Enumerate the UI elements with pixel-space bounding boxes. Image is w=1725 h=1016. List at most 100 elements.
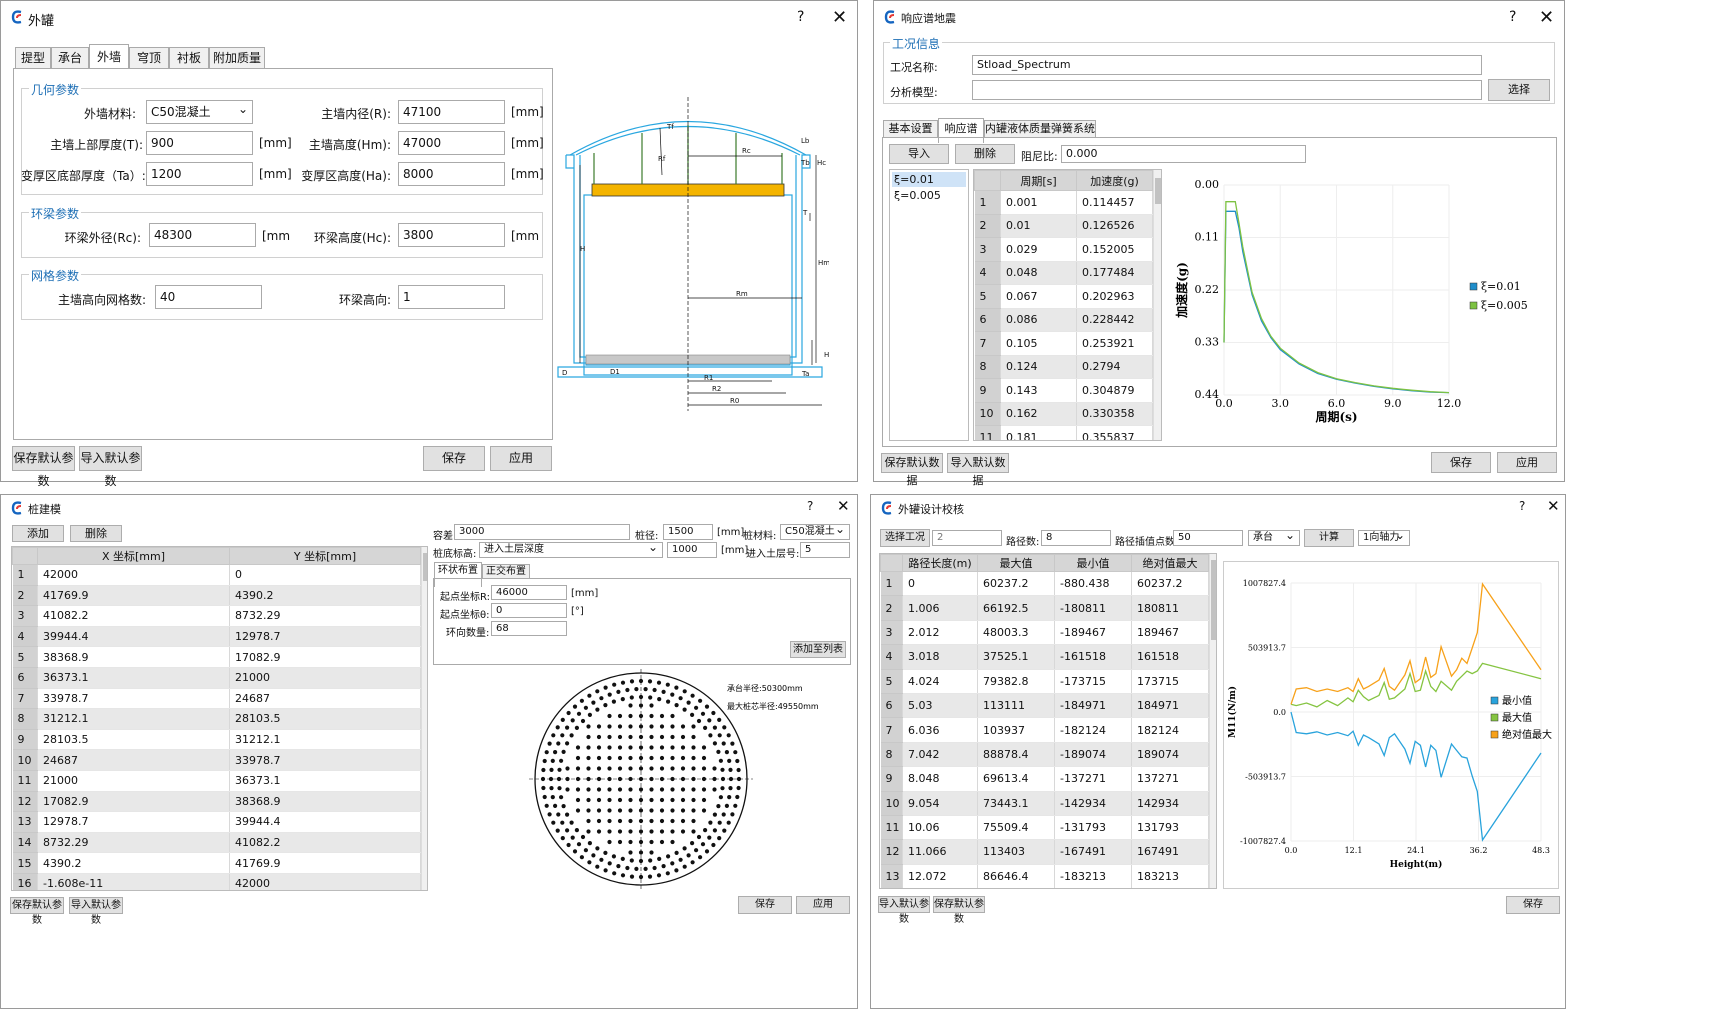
help-button[interactable]: ? [1519,499,1526,513]
apply-button[interactable]: 应用 [490,446,552,471]
layer-input[interactable]: 5 [800,542,850,558]
table-cell[interactable]: -137271 [1054,766,1132,792]
table-cell[interactable]: 41082.2 [37,605,230,627]
close-icon[interactable]: ✕ [832,7,848,28]
save-button[interactable]: 保存 [423,446,485,471]
taper-thickness-input[interactable]: 1200 [146,162,253,186]
table-cell[interactable]: -167491 [1054,839,1132,865]
table-row[interactable]: 5 38368.9 17082.9 [12,646,421,668]
save-default-button[interactable]: 保存默认参数 [933,896,985,925]
table-row[interactable]: 10 24687 33978.7 [12,749,421,771]
table-row[interactable]: 6 5.03 113111 -184971 184971 [880,693,1209,719]
table-cell[interactable]: 142934 [1131,791,1209,816]
table-cell[interactable]: 21000 [37,770,230,792]
table-row[interactable]: 14 8732.29 41082.2 [12,832,421,854]
tab-chengtai[interactable]: 承台 [51,47,89,69]
table-row[interactable]: 8 7.042 88878.4 -189074 189074 [880,742,1209,768]
col-header[interactable]: Y 坐标[mm] [229,547,421,565]
ring-height-input[interactable]: 3800 [398,223,505,247]
table-row[interactable]: 12 11.066 113403 -167491 167491 [880,839,1209,865]
inner-radius-input[interactable]: 47100 [398,100,505,124]
table-cell[interactable]: 0.086 [1000,308,1077,332]
help-button[interactable]: ? [807,499,814,513]
table-cell[interactable]: 48003.3 [977,620,1055,646]
table-cell[interactable]: 42000 [229,873,421,890]
table-cell[interactable]: 39944.4 [37,626,230,648]
col-header[interactable]: 最小值 [1054,554,1132,572]
pile-material-select[interactable]: C50混凝土 [780,524,850,540]
table-row[interactable]: 7 33978.7 24687 [12,688,421,710]
table-cell[interactable]: 69613.4 [977,766,1055,792]
table-row[interactable]: 9 28103.5 31212.1 [12,729,421,751]
save-default-button[interactable]: 保存默认参数 [12,446,75,488]
table-cell[interactable]: 41082.2 [229,832,421,854]
col-header[interactable]: 绝对值最大 [1131,554,1209,572]
table-cell[interactable]: 33978.7 [37,688,230,710]
table-row[interactable]: 1 0 60237.2 -880.438 60237.2 [880,571,1209,597]
table-cell[interactable]: 0.202963 [1076,284,1153,309]
table-cell[interactable]: 66192.5 [977,595,1055,621]
save-button[interactable]: 保存 [1506,896,1560,914]
save-default-button[interactable]: 保存默认参数 [10,897,64,926]
table-cell[interactable]: 17082.9 [229,646,421,668]
table-cell[interactable]: 189074 [1131,742,1209,768]
table-cell[interactable]: -173715 [1054,669,1132,694]
paths-input[interactable]: 8 [1041,530,1111,546]
table-row[interactable]: 4 39944.4 12978.7 [12,626,421,648]
points-input[interactable]: 50 [1173,530,1243,546]
table-cell[interactable]: -161518 [1054,644,1132,670]
table-cell[interactable]: -189074 [1054,742,1132,768]
table-cell[interactable]: 8.048 [902,766,978,792]
list-item[interactable]: ξ=0.01 [892,172,966,187]
import-button[interactable]: 导入 [889,144,949,164]
table-cell[interactable]: 3.018 [902,644,978,670]
part-select[interactable]: 承台 [1248,530,1300,546]
component-select[interactable]: 1向轴力 [1358,530,1410,546]
table-cell[interactable]: 33978.7 [229,749,421,771]
case-name-input[interactable]: Stload_Spectrum [972,55,1482,75]
help-button[interactable]: ? [1509,9,1517,25]
table-cell[interactable]: -180811 [1054,595,1132,621]
table-row[interactable]: 1 0.001 0.114457 [974,190,1153,215]
table-cell[interactable]: 0.355837 [1076,425,1153,440]
ring-radius-input[interactable]: 48300 [149,223,256,247]
table-cell[interactable]: 6.036 [902,717,978,743]
table-scrollbar[interactable] [1153,170,1161,440]
import-default-button[interactable]: 导入默认参数 [69,897,123,926]
pile-base-select[interactable]: 进入土层深度 [479,542,663,558]
tab-tixing[interactable]: 提型 [15,47,51,69]
calculate-button[interactable]: 计算 [1304,529,1354,547]
col-header[interactable]: 路径长度(m) [902,554,978,572]
upper-thickness-input[interactable]: 900 [146,131,253,155]
table-cell[interactable]: 12.072 [902,864,978,888]
table-row[interactable]: 8 0.124 0.2794 [974,355,1153,379]
table-cell[interactable]: 4.024 [902,669,978,694]
table-cell[interactable]: 21000 [229,667,421,689]
col-header[interactable]: 加速度(g) [1076,170,1153,191]
close-icon[interactable]: ✕ [1547,497,1560,515]
ring-mesh-input[interactable]: 1 [398,285,505,309]
save-button[interactable]: 保存 [738,896,792,914]
table-cell[interactable]: 73443.1 [977,791,1055,816]
table-cell[interactable]: 0.330358 [1076,402,1153,426]
table-cell[interactable]: 31212.1 [37,708,230,730]
count-input[interactable]: 68 [491,621,567,636]
table-cell[interactable]: 28103.5 [37,729,230,751]
table-cell[interactable]: 38368.9 [37,646,230,668]
table-cell[interactable]: 0.181 [1000,425,1077,440]
table-cell[interactable]: 37525.1 [977,644,1055,670]
table-cell[interactable]: 0.001 [1000,190,1077,215]
table-cell[interactable]: 86646.4 [977,864,1055,888]
table-cell[interactable]: -131793 [1054,815,1132,841]
table-row[interactable]: 9 8.048 69613.4 -137271 137271 [880,766,1209,792]
table-cell[interactable]: -183213 [1054,864,1132,888]
delete-button[interactable]: 删除 [955,144,1015,164]
table-cell[interactable]: 5.03 [902,693,978,719]
import-default-button[interactable]: 导入默认数据 [947,453,1009,487]
table-cell[interactable]: 88878.4 [977,742,1055,768]
table-cell[interactable]: 0.124 [1000,355,1077,379]
table-row[interactable]: 11 21000 36373.1 [12,770,421,792]
table-cell[interactable]: 8732.29 [37,832,230,854]
table-cell[interactable]: 60237.2 [1131,571,1209,597]
table-cell[interactable]: 41769.9 [229,852,421,874]
